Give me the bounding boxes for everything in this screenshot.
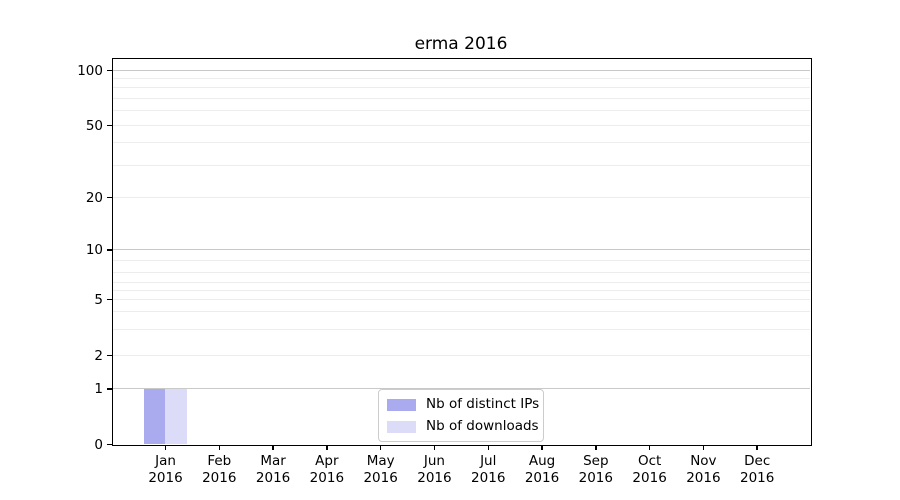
x-tick-label-aug: Aug 2016	[524, 453, 560, 486]
y-tick-label-10: 10	[85, 242, 103, 258]
y-tick-mark-2	[107, 354, 112, 357]
x-tick-mark-mar	[272, 445, 274, 450]
gridline-minor-9	[113, 260, 810, 261]
gridline-tick-50	[113, 124, 810, 126]
bar-nb-of-downloads-jan	[165, 388, 187, 444]
x-tick-mark-apr	[326, 445, 328, 450]
y-tick-mark-50	[107, 124, 112, 127]
y-tick-label-20: 20	[85, 189, 103, 206]
x-tick-label-mar: Mar 2016	[255, 453, 291, 486]
y-tick-label-5: 5	[94, 291, 103, 308]
chart-title: erma 2016	[414, 34, 508, 54]
gridline-major-100	[113, 69, 810, 71]
bar-nb-of-distinct-ips-jan	[143, 388, 165, 444]
y-tick-label-2: 2	[94, 347, 103, 364]
y-tick-mark-10	[107, 249, 112, 251]
gridline-minor-3	[113, 329, 810, 330]
legend-swatch-nb-of-downloads	[387, 420, 416, 433]
gridline-minor-90	[113, 78, 810, 79]
gridline-minor-7	[113, 282, 810, 283]
y-tick-mark-100	[107, 69, 112, 72]
gridline-tick-2	[113, 354, 810, 356]
y-tick-mark-1	[107, 388, 112, 390]
x-tick-mark-jun	[433, 445, 436, 450]
gridline-tick-5	[113, 298, 810, 300]
y-tick-mark-0	[107, 443, 112, 446]
x-tick-mark-oct	[648, 445, 651, 450]
x-tick-mark-nov	[702, 445, 705, 450]
legend-label: Nb of downloads	[426, 418, 539, 434]
x-tick-mark-aug	[541, 445, 543, 450]
y-tick-mark-20	[107, 196, 112, 199]
x-tick-label-nov: Nov 2016	[686, 453, 721, 486]
legend-item-nb-of-downloads: Nb of downloads	[387, 418, 539, 435]
gridline-major-1	[113, 388, 810, 389]
x-tick-label-feb: Feb 2016	[202, 453, 237, 486]
gridline-minor-60	[113, 110, 810, 111]
gridline-minor-6	[113, 290, 810, 291]
x-tick-mark-jan	[164, 445, 167, 450]
x-tick-mark-dec	[756, 445, 758, 450]
y-tick-label-1: 1	[94, 381, 103, 397]
y-tick-label-100: 100	[77, 62, 103, 79]
gridline-tick-20	[113, 196, 810, 198]
x-tick-label-sep: Sep 2016	[578, 453, 613, 486]
x-tick-label-jun: Jun 2016	[417, 453, 452, 486]
gridline-minor-40	[113, 142, 810, 143]
plot-area	[112, 58, 812, 446]
x-tick-mark-sep	[595, 445, 597, 450]
gridline-minor-30	[113, 164, 810, 166]
legend-swatch-nb-of-distinct-ips	[387, 398, 416, 411]
x-tick-label-dec: Dec 2016	[740, 453, 775, 486]
gridline-minor-4	[113, 310, 810, 312]
y-tick-label-0: 0	[94, 436, 103, 453]
x-tick-mark-feb	[218, 445, 220, 450]
x-tick-label-apr: Apr 2016	[309, 453, 345, 486]
x-tick-label-may: May 2016	[363, 453, 398, 486]
legend-label: Nb of distinct IPs	[426, 396, 540, 412]
x-tick-mark-may	[379, 445, 382, 450]
x-tick-mark-jul	[487, 445, 489, 450]
y-tick-mark-5	[107, 298, 112, 301]
legend-item-nb-of-distinct-ips: Nb of distinct IPs	[387, 396, 539, 413]
x-tick-label-oct: Oct 2016	[632, 453, 667, 486]
x-tick-label-jan: Jan 2016	[148, 453, 183, 486]
gridline-major-10	[113, 249, 810, 250]
x-tick-label-jul: Jul 2016	[471, 453, 506, 486]
legend: Nb of distinct IPs Nb of downloads	[378, 389, 544, 442]
gridline-minor-8	[113, 271, 810, 273]
gridline-minor-70	[113, 98, 810, 99]
y-tick-label-50: 50	[85, 117, 103, 134]
gridline-minor-80	[113, 87, 810, 88]
